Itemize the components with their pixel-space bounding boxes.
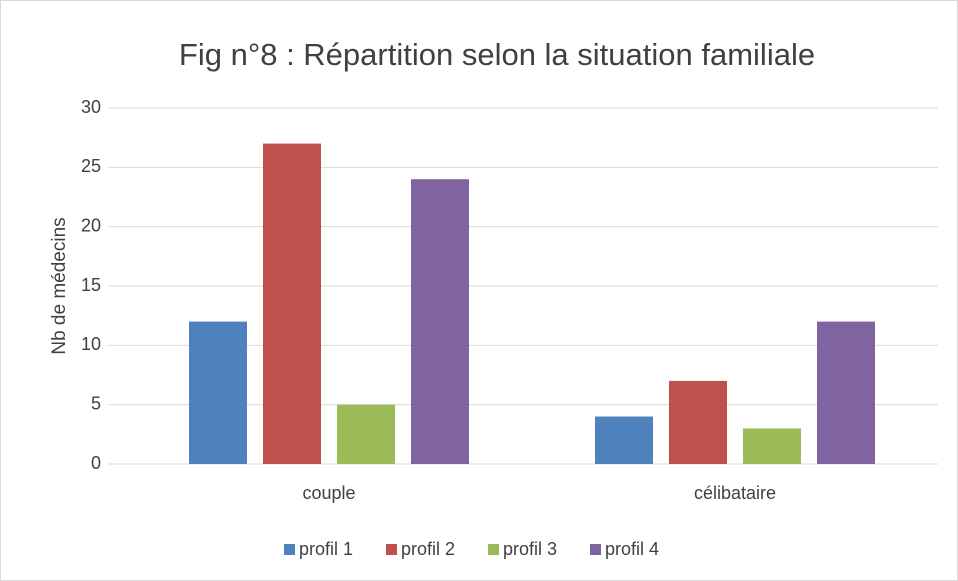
bar bbox=[263, 143, 321, 464]
legend-swatch bbox=[284, 544, 295, 555]
legend-swatch bbox=[488, 544, 499, 555]
y-tick-label: 5 bbox=[91, 393, 101, 413]
bar bbox=[411, 179, 469, 464]
bar bbox=[337, 404, 395, 464]
legend-label: profil 4 bbox=[605, 539, 659, 559]
chart-title: Fig n°8 : Répartition selon la situation… bbox=[179, 37, 815, 72]
bar bbox=[817, 321, 875, 464]
y-tick-label: 25 bbox=[81, 156, 101, 176]
y-tick-label: 30 bbox=[81, 97, 101, 117]
legend-swatch bbox=[590, 544, 601, 555]
legend-label: profil 3 bbox=[503, 539, 557, 559]
bar bbox=[743, 428, 801, 464]
bar bbox=[189, 321, 247, 464]
y-tick-label: 10 bbox=[81, 334, 101, 354]
bar bbox=[669, 380, 727, 464]
y-tick-label: 0 bbox=[91, 453, 101, 473]
x-tick-label: célibataire bbox=[694, 483, 776, 503]
y-tick-label: 20 bbox=[81, 215, 101, 235]
x-tick-label: couple bbox=[302, 483, 355, 503]
y-tick-label: 15 bbox=[81, 275, 101, 295]
y-axis-label: Nb de médecins bbox=[49, 217, 70, 354]
legend-label: profil 1 bbox=[299, 539, 353, 559]
bar bbox=[595, 416, 653, 464]
legend-swatch bbox=[386, 544, 397, 555]
legend-label: profil 2 bbox=[401, 539, 455, 559]
